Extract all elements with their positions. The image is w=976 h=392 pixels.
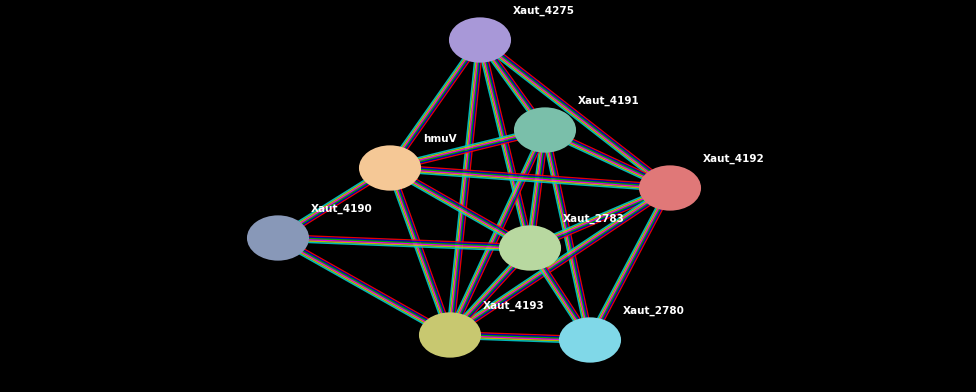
Ellipse shape xyxy=(420,313,480,357)
Text: Xaut_2780: Xaut_2780 xyxy=(623,306,685,316)
Ellipse shape xyxy=(360,146,420,190)
Text: Xaut_4275: Xaut_4275 xyxy=(513,6,575,16)
Ellipse shape xyxy=(500,227,560,270)
Text: Xaut_4191: Xaut_4191 xyxy=(578,96,639,106)
Ellipse shape xyxy=(515,109,575,152)
Ellipse shape xyxy=(450,18,510,62)
Text: Xaut_4192: Xaut_4192 xyxy=(703,154,765,164)
Ellipse shape xyxy=(560,318,620,361)
Text: Xaut_4190: Xaut_4190 xyxy=(311,204,373,214)
Text: Xaut_4193: Xaut_4193 xyxy=(483,301,545,311)
Text: Xaut_2783: Xaut_2783 xyxy=(563,214,625,224)
Ellipse shape xyxy=(640,166,700,210)
Text: hmuV: hmuV xyxy=(423,134,457,144)
Ellipse shape xyxy=(248,216,308,260)
